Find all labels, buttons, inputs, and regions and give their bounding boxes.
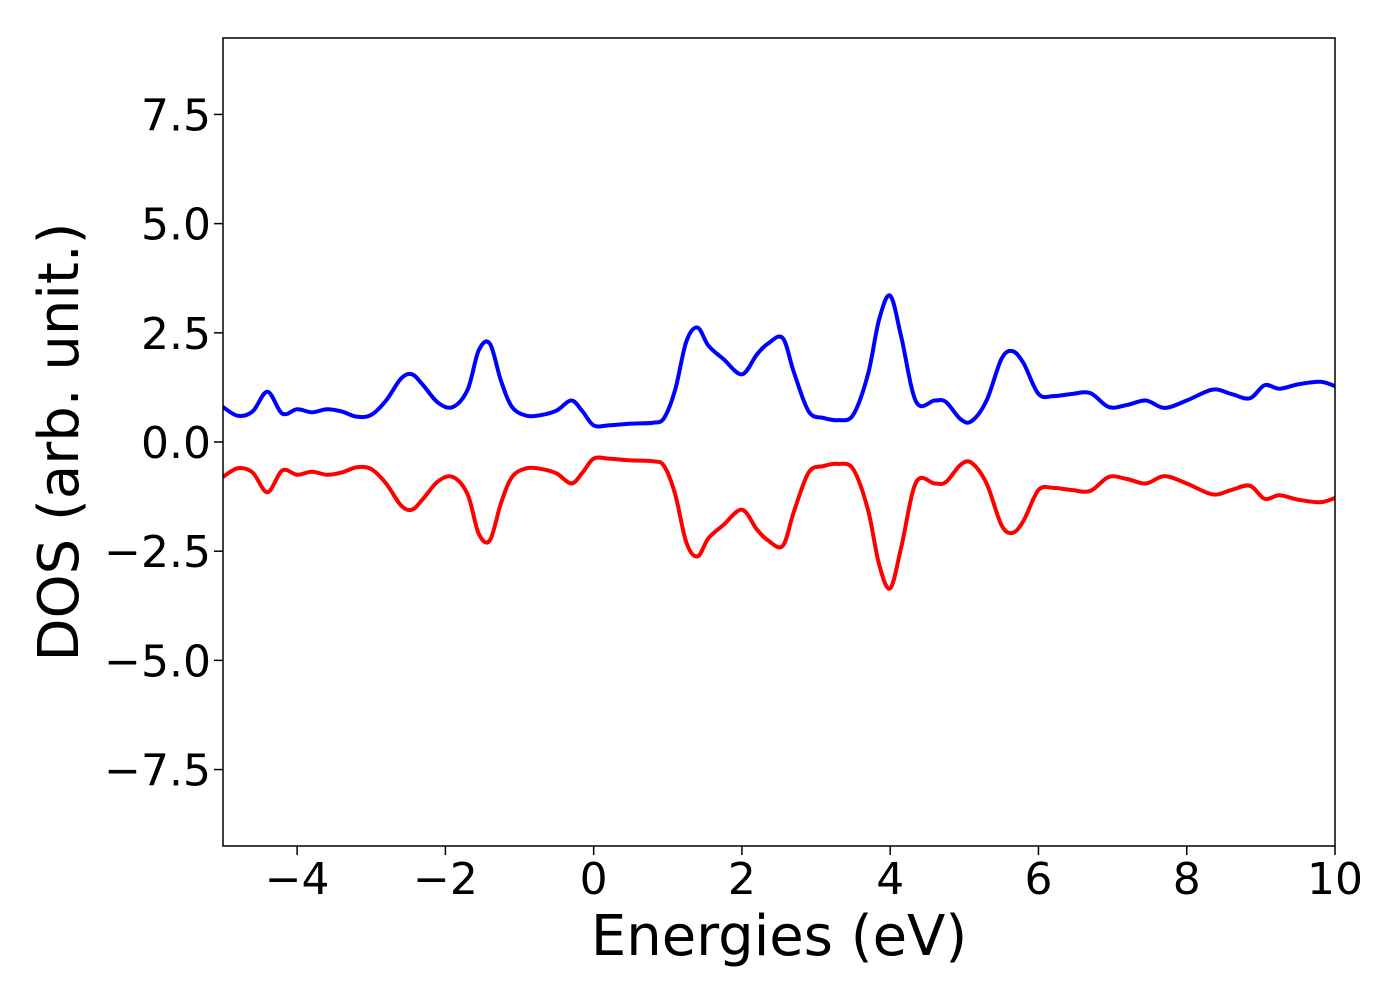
y-tick-label: −2.5 xyxy=(104,527,211,578)
x-axis-ticks: −4 −2 0 2 4 6 8 10 xyxy=(265,846,1363,905)
y-axis-ticks: 7.5 5.0 2.5 0.0 −2.5 −5.0 −7.5 xyxy=(104,90,223,797)
y-tick-label: 5.0 xyxy=(141,200,211,251)
y-tick-label: 7.5 xyxy=(141,90,211,141)
series-line-0 xyxy=(223,293,1335,429)
x-tick-label: 0 xyxy=(580,854,608,905)
y-tick-label: −5.0 xyxy=(104,636,211,687)
plot-frame xyxy=(222,37,1336,847)
y-axis-label: DOS (arb. unit.) xyxy=(27,222,92,661)
x-tick-label: −4 xyxy=(265,854,330,905)
x-tick-label: 4 xyxy=(876,854,904,905)
y-tick-label: 2.5 xyxy=(141,309,211,360)
y-tick-label: 0.0 xyxy=(141,418,211,469)
x-tick-label: 8 xyxy=(1173,854,1201,905)
y-tick-label: −7.5 xyxy=(104,746,211,797)
x-tick-label: 10 xyxy=(1307,854,1363,905)
series-layer xyxy=(223,293,1335,591)
x-tick-label: 2 xyxy=(728,854,756,905)
x-tick-label: 6 xyxy=(1024,854,1052,905)
x-axis-label: Energies (eV) xyxy=(591,904,967,969)
x-tick-label: −2 xyxy=(413,854,478,905)
series-line-1 xyxy=(223,455,1335,591)
